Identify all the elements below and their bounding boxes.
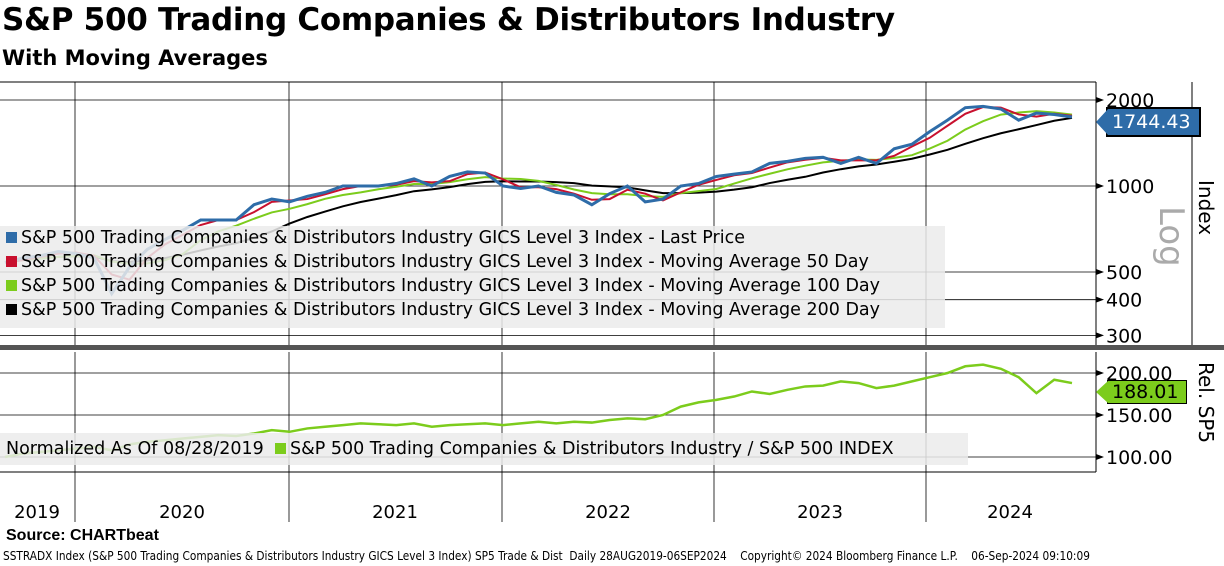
tick-mark [1096,412,1104,418]
y-tick-label: 300 [1106,325,1142,347]
footer-copyright: Copyright© 2024 Bloomberg Finance L.P. [740,549,958,563]
legend-item-ma200: S&P 500 Trading Companies & Distributors… [0,298,945,322]
y-tick-label: 200.00 [1106,363,1172,385]
rel-legend: Normalized As Of 08/28/2019 S&P 500 Trad… [0,433,968,465]
y-tick-label: 1000 [1106,176,1154,198]
tick-mark [1096,183,1104,189]
x-tick-label: 2019 [14,502,60,523]
tick-mark [1096,97,1104,103]
legend-item-ma100: S&P 500 Trading Companies & Distributors… [0,274,945,298]
legend-swatch [6,280,17,291]
legend-swatch [6,304,17,315]
legend-swatch [6,232,17,243]
tick-mark [1096,296,1104,303]
tick-mark [1096,269,1104,275]
last-rel-tag: 188.01 [1095,380,1188,404]
y-tick-label: 100.00 [1106,447,1172,469]
x-tick-label: 2022 [585,502,631,523]
x-tick-label: 2023 [797,502,843,523]
footer-description: SSTRADX Index (S&P 500 Trading Companies… [3,549,727,563]
chart-title: S&P 500 Trading Companies & Distributors… [2,2,895,38]
source-label: Source: CHARTbeat [6,527,159,544]
y-tick-label: 500 [1106,262,1142,284]
legend-swatch [6,256,17,267]
legend-label: S&P 500 Trading Companies & Distributors… [21,300,880,320]
legend-item-price: S&P 500 Trading Companies & Distributors… [0,226,945,250]
x-tick-label: 2020 [159,502,205,523]
log-scale-label: Log [1151,206,1191,267]
y-axis-label: Index [1194,180,1218,235]
y-tick-label: 400 [1106,290,1142,312]
normalized-label: Normalized As Of 08/28/2019 [6,439,264,459]
main-legend: S&P 500 Trading Companies & Distributors… [0,226,945,328]
y-tick-label: 2000 [1106,90,1154,112]
last-rel-value: 188.01 [1112,381,1179,403]
y-axis-label-rel: Rel. SP5 [1194,362,1218,443]
chart-subtitle: With Moving Averages [2,46,268,70]
legend-label: S&P 500 Trading Companies & Distributors… [21,276,880,296]
tick-mark [1096,454,1104,460]
tick-mark [1096,332,1104,339]
panel-divider [0,345,1224,350]
legend-item-ma50: S&P 500 Trading Companies & Distributors… [0,250,945,274]
last-price-value: 1744.43 [1112,111,1191,133]
footer-info: SSTRADX Index (S&P 500 Trading Companies… [3,549,1090,563]
x-tick-label: 2021 [372,502,418,523]
legend-label: S&P 500 Trading Companies & Distributors… [21,252,869,272]
legend-label: S&P 500 Trading Companies & Distributors… [21,228,745,248]
tick-mark [1096,370,1104,376]
x-tick-label: 2024 [987,502,1033,523]
footer-timestamp: 06-Sep-2024 09:10:09 [971,549,1090,563]
y-tick-label: 150.00 [1106,405,1172,427]
legend-label: S&P 500 Trading Companies & Distributors… [289,439,894,459]
legend-swatch [274,443,286,454]
last-price-tag: 1744.43 [1096,107,1201,137]
